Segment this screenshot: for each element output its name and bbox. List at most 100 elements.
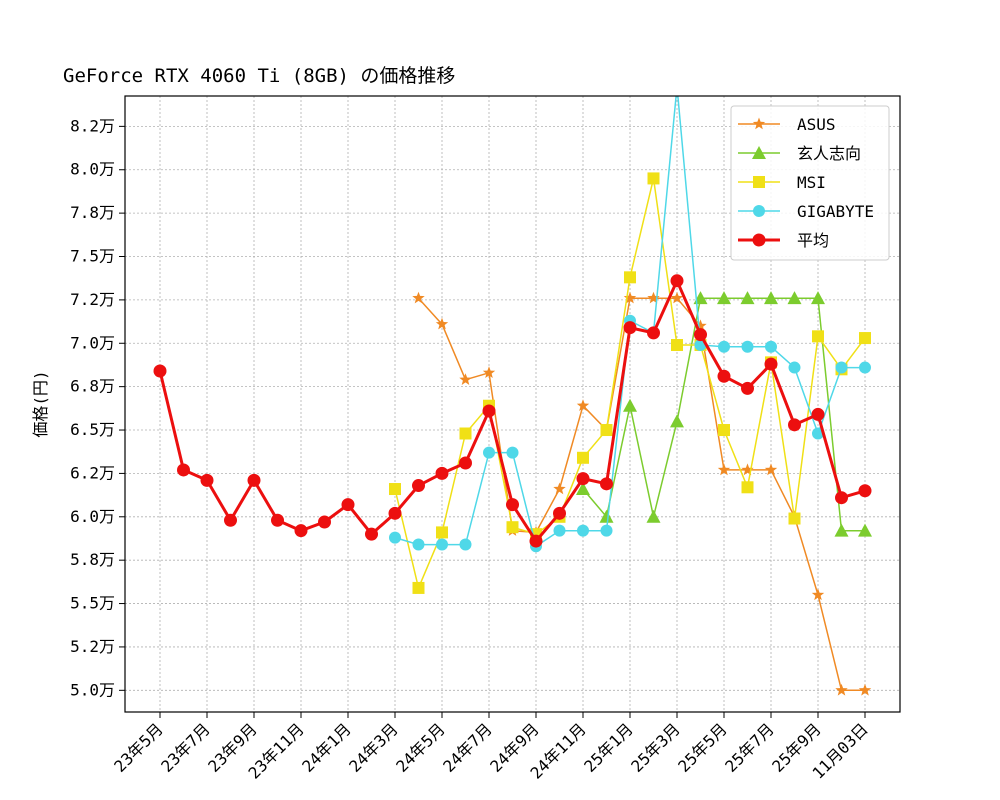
data-point — [436, 526, 448, 539]
data-point — [506, 498, 519, 512]
data-point — [717, 291, 731, 305]
y-tick-label: 5.0万 — [70, 680, 115, 699]
data-point — [741, 481, 754, 494]
data-point — [412, 581, 425, 594]
data-point — [835, 491, 848, 505]
data-point — [670, 291, 684, 304]
data-point — [858, 523, 872, 537]
data-point — [482, 366, 496, 378]
data-point — [553, 506, 566, 520]
data-point — [576, 482, 590, 496]
data-point — [200, 473, 214, 487]
data-point — [435, 466, 449, 480]
data-point — [459, 373, 472, 385]
data-point — [435, 317, 449, 330]
data-point — [577, 524, 589, 537]
data-point — [623, 321, 637, 335]
data-point — [717, 463, 731, 476]
data-point — [459, 538, 472, 551]
data-point — [577, 451, 589, 464]
data-point — [647, 291, 660, 304]
data-point — [599, 509, 614, 523]
data-point — [694, 319, 707, 332]
legend-label: 平均 — [797, 231, 829, 250]
chart-title: GeForce RTX 4060 Ti (8GB) の価格推移 — [63, 65, 455, 87]
data-point — [412, 291, 425, 304]
data-point — [670, 274, 684, 288]
legend-marker — [753, 205, 765, 217]
data-point — [694, 328, 707, 342]
data-point — [671, 339, 683, 352]
data-point — [482, 404, 496, 418]
data-point — [506, 446, 519, 459]
data-point — [153, 364, 167, 378]
data-point — [858, 683, 872, 696]
data-point — [177, 463, 190, 477]
y-axis-label: 価格(円) — [31, 370, 50, 437]
data-point — [718, 340, 730, 353]
y-tick-label: 7.8万 — [70, 203, 115, 222]
y-tick-label: 8.0万 — [70, 160, 115, 179]
series-4 — [153, 274, 872, 548]
legend-label: ASUS — [797, 115, 836, 134]
data-point — [623, 398, 637, 412]
data-point — [741, 381, 754, 395]
data-point — [576, 472, 590, 486]
data-point — [787, 291, 802, 305]
data-point — [741, 340, 754, 353]
data-point — [623, 291, 637, 304]
data-point — [764, 357, 778, 371]
data-point — [647, 326, 660, 340]
data-point — [365, 527, 378, 541]
legend-marker — [752, 146, 766, 159]
data-point — [318, 515, 331, 529]
y-tick-label: 7.0万 — [70, 333, 115, 352]
data-point — [412, 479, 425, 493]
data-point — [859, 332, 871, 345]
data-point — [459, 427, 472, 440]
data-point — [294, 524, 308, 538]
plot-frame — [124, 95, 901, 713]
data-point — [600, 477, 613, 491]
data-point — [811, 291, 825, 305]
data-point — [600, 424, 613, 437]
y-tick-label: 7.2万 — [70, 290, 115, 309]
data-point — [788, 361, 801, 374]
data-point — [341, 498, 355, 512]
data-point — [247, 473, 261, 487]
y-tick-label: 5.2万 — [70, 637, 115, 656]
series-lines — [153, 96, 872, 696]
legend-marker — [752, 233, 766, 247]
data-point — [717, 369, 731, 383]
data-point — [600, 524, 613, 537]
data-point — [389, 483, 401, 496]
data-point — [624, 271, 636, 284]
data-point — [271, 513, 284, 527]
data-point — [788, 418, 801, 432]
data-point — [812, 330, 824, 343]
data-point — [764, 463, 778, 476]
data-point — [718, 424, 730, 437]
legend-label: 玄人志向 — [797, 144, 861, 163]
y-tick-label: 7.5万 — [70, 247, 115, 266]
data-point — [436, 538, 448, 551]
series-1 — [576, 291, 872, 537]
data-point — [858, 484, 872, 498]
y-tick-label: 6.5万 — [70, 420, 115, 439]
data-point — [835, 683, 848, 696]
legend-frame — [730, 105, 890, 261]
data-point — [506, 521, 519, 534]
y-tick-label: 5.5万 — [70, 594, 115, 613]
data-point — [459, 456, 472, 470]
y-tick-label: 6.2万 — [70, 463, 115, 482]
data-point — [388, 506, 402, 520]
data-point — [670, 414, 684, 428]
data-point — [553, 482, 566, 495]
legend-marker — [753, 176, 765, 188]
y-tick-label: 5.8万 — [70, 550, 115, 569]
data-point — [859, 361, 871, 374]
legend-marker — [752, 117, 766, 130]
data-point — [576, 399, 590, 411]
data-point — [553, 524, 566, 537]
